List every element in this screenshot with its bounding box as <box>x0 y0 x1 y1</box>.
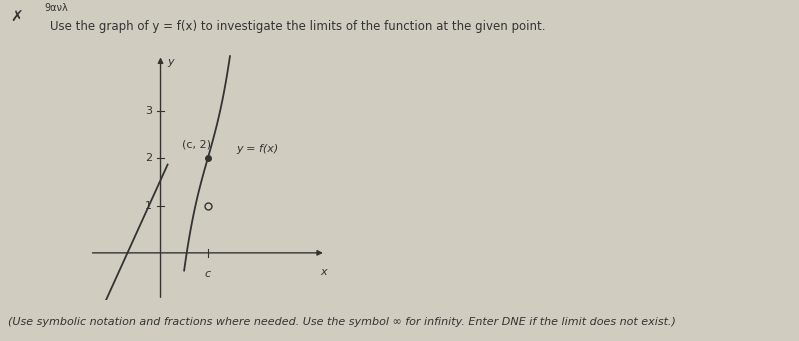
Text: c: c <box>205 269 211 279</box>
Text: y = f(x): y = f(x) <box>236 144 278 154</box>
Text: ✗: ✗ <box>10 10 23 25</box>
Text: (c, 2): (c, 2) <box>181 140 211 150</box>
Text: Use the graph of y = f(x) to investigate the limits of the function at the given: Use the graph of y = f(x) to investigate… <box>50 20 545 33</box>
Text: 1: 1 <box>145 201 152 211</box>
Text: 2: 2 <box>145 153 152 163</box>
Text: 3: 3 <box>145 106 152 116</box>
Text: 9ανλ: 9ανλ <box>44 3 68 13</box>
Text: y: y <box>168 57 174 67</box>
Text: (Use symbolic notation and fractions where needed. Use the symbol ∞ for infinity: (Use symbolic notation and fractions whe… <box>8 317 676 327</box>
Text: x: x <box>320 267 327 277</box>
